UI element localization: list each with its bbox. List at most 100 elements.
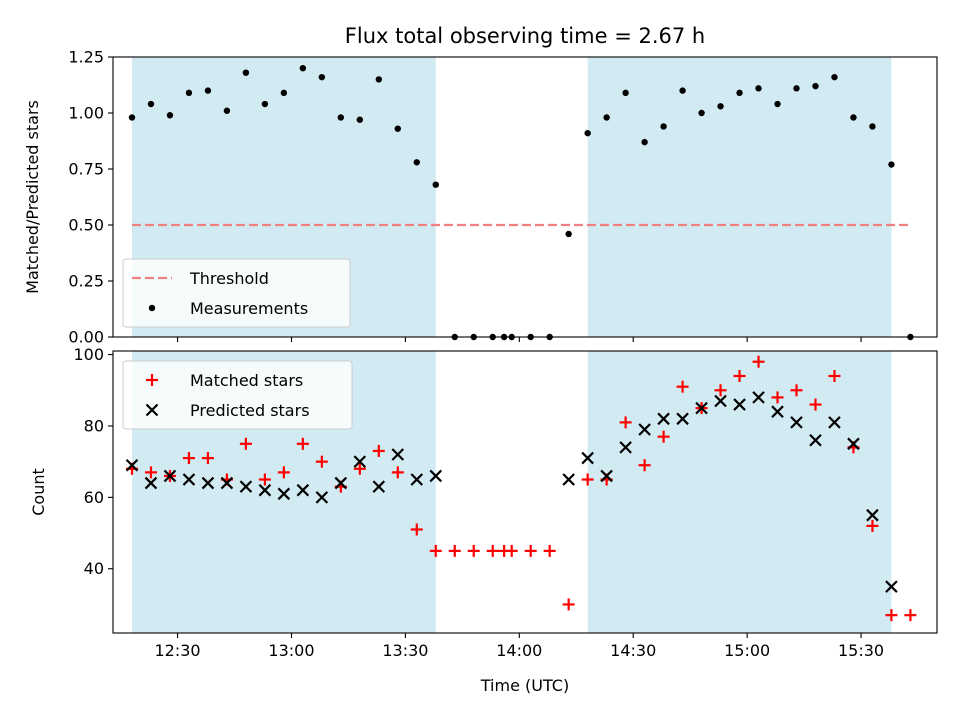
legend-label: Measurements bbox=[190, 299, 308, 318]
x-marker-b bbox=[391, 448, 405, 461]
data-point bbox=[315, 491, 329, 504]
data-point bbox=[847, 437, 860, 451]
data-point bbox=[467, 544, 480, 557]
data-point bbox=[543, 544, 556, 557]
data-point bbox=[258, 483, 272, 497]
data-point bbox=[448, 544, 461, 557]
data-point bbox=[353, 462, 366, 475]
data-point bbox=[850, 114, 857, 121]
panel-count: 40 60 80 100 12:30 13:00 13:30 14:00 14:30 15:00 1… bbox=[29, 345, 938, 660]
data-point bbox=[866, 519, 879, 532]
data-point bbox=[356, 116, 364, 123]
data-point bbox=[565, 230, 572, 238]
data-point bbox=[717, 103, 724, 110]
data-point bbox=[258, 473, 271, 486]
x-marker-b bbox=[315, 491, 329, 504]
data-point bbox=[828, 369, 841, 382]
y-tick-label: 0.25 bbox=[68, 272, 104, 291]
data-point bbox=[885, 580, 898, 593]
data-point bbox=[657, 430, 670, 443]
data-point bbox=[733, 398, 746, 411]
data-point bbox=[372, 480, 386, 493]
data-point bbox=[413, 159, 420, 166]
y-tick-label: 100 bbox=[73, 345, 104, 364]
x-tick-label: 12:30 bbox=[154, 641, 200, 660]
data-point bbox=[505, 544, 518, 557]
series-predicted-stars bbox=[125, 391, 898, 593]
y-tick-label: 0.75 bbox=[68, 160, 104, 179]
x-marker-b bbox=[866, 508, 879, 522]
data-point bbox=[144, 476, 158, 490]
data-point bbox=[261, 100, 269, 108]
x-marker-b bbox=[771, 405, 784, 418]
x-marker-b bbox=[885, 580, 898, 593]
data-point bbox=[755, 85, 762, 92]
x-marker-b bbox=[372, 480, 386, 493]
data-point bbox=[280, 89, 288, 97]
y-tick-label: 40 bbox=[84, 559, 104, 578]
data-point bbox=[619, 441, 632, 454]
x-marker-b bbox=[752, 391, 765, 404]
data-point bbox=[185, 89, 193, 97]
y-tick-label: 80 bbox=[84, 416, 104, 435]
data-point bbox=[790, 416, 803, 429]
data-point bbox=[695, 401, 708, 415]
x-marker-b bbox=[828, 416, 841, 429]
data-point bbox=[524, 544, 537, 557]
axes-frame bbox=[112, 350, 938, 634]
legend-swatch bbox=[148, 304, 156, 312]
x-marker-b bbox=[790, 416, 803, 429]
data-point bbox=[698, 109, 705, 117]
data-point bbox=[163, 469, 177, 483]
data-point bbox=[239, 480, 253, 493]
y-tick-label: 1.25 bbox=[68, 48, 104, 67]
x-marker-b bbox=[277, 487, 291, 501]
x-tick-label: 15:00 bbox=[724, 641, 770, 660]
x-marker-b bbox=[429, 469, 443, 483]
data-point bbox=[147, 100, 155, 108]
x-marker-b bbox=[714, 394, 727, 408]
data-point bbox=[831, 73, 838, 81]
x-marker-b bbox=[239, 480, 253, 493]
data-point bbox=[676, 412, 689, 426]
series-measurements bbox=[128, 65, 914, 341]
data-point bbox=[888, 161, 895, 168]
data-point bbox=[182, 473, 196, 486]
x-marker-b bbox=[638, 423, 651, 436]
shaded-interval-2 bbox=[587, 57, 892, 337]
data-point bbox=[622, 89, 629, 97]
legend-label: Threshold bbox=[189, 269, 269, 288]
legend-box bbox=[122, 258, 351, 328]
x-marker-b bbox=[163, 469, 177, 483]
data-point bbox=[201, 452, 214, 465]
data-point bbox=[866, 508, 879, 522]
legend: Threshold Measurements bbox=[122, 258, 351, 328]
x-marker-b bbox=[695, 401, 708, 415]
shaded-interval-2 bbox=[587, 351, 892, 633]
data-point bbox=[223, 107, 231, 114]
data-point bbox=[410, 473, 424, 486]
data-point bbox=[315, 455, 328, 468]
legend-swatch bbox=[146, 374, 158, 386]
x-axis-label: Time (UTC) bbox=[480, 676, 569, 695]
data-point bbox=[812, 82, 819, 90]
data-point bbox=[296, 437, 309, 450]
data-point bbox=[600, 469, 613, 483]
x-marker-b bbox=[220, 476, 234, 490]
data-point bbox=[220, 476, 234, 490]
data-point bbox=[638, 459, 651, 472]
x-marker-b bbox=[676, 412, 689, 426]
x-marker-b bbox=[733, 398, 746, 411]
y-tick-label: 0.50 bbox=[68, 216, 104, 235]
data-point bbox=[641, 138, 648, 146]
x-marker-b bbox=[296, 483, 310, 497]
data-point bbox=[733, 369, 746, 382]
legend-label: Matched stars bbox=[190, 371, 303, 390]
x-tick-label: 14:30 bbox=[610, 641, 656, 660]
x-marker-b bbox=[258, 483, 272, 497]
data-point bbox=[752, 391, 765, 404]
data-point bbox=[774, 100, 781, 108]
data-point bbox=[619, 416, 632, 429]
data-point bbox=[125, 458, 139, 472]
